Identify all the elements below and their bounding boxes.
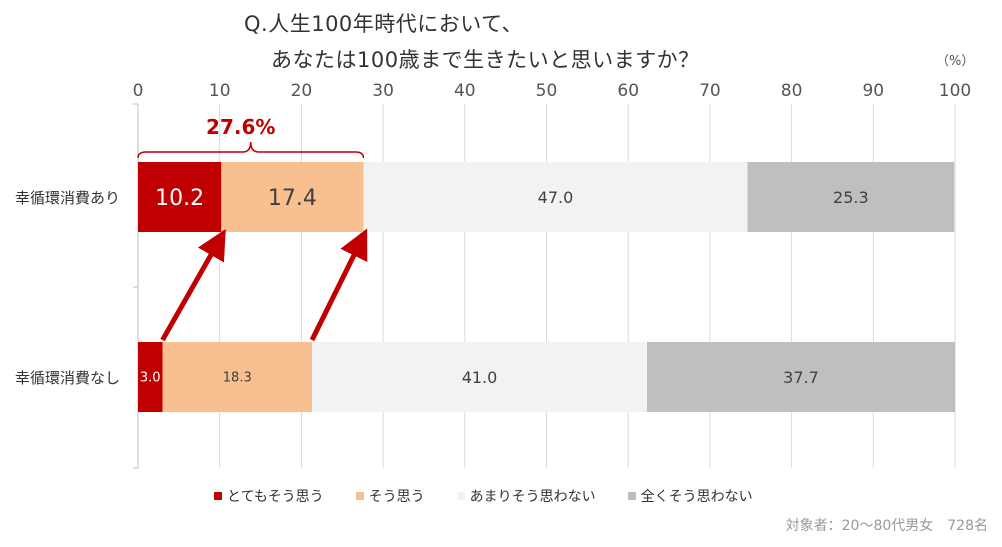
bar-not-much-row2 bbox=[312, 342, 647, 412]
legend-item-somewhat: そう思う bbox=[355, 486, 425, 506]
x-tick-label-80: 80 bbox=[781, 81, 803, 101]
legend-label-not-much: あまりそう思わない bbox=[469, 489, 596, 505]
bar-very-much-row2 bbox=[138, 342, 163, 412]
callout-label: 27.6% bbox=[206, 115, 275, 139]
data-label-somewhat-row1: 17.4 bbox=[268, 186, 317, 211]
data-label-somewhat-row2: 18.3 bbox=[223, 371, 252, 386]
legend: とてもそう思う そう思う あまりそう思わない 全くそう思わない bbox=[214, 486, 753, 506]
legend-swatch-not-at-all bbox=[627, 492, 636, 500]
x-tick-label-70: 70 bbox=[699, 81, 721, 101]
x-tick-label-60: 60 bbox=[617, 81, 639, 101]
x-tick-label-100: 100 bbox=[939, 81, 971, 101]
unit-label: （%） bbox=[936, 54, 975, 69]
data-label-not-at-all-row1: 25.3 bbox=[833, 188, 869, 207]
data-label-not-much-row2: 41.0 bbox=[462, 368, 498, 387]
legend-item-not-much: あまりそう思わない bbox=[456, 486, 596, 506]
legend-swatch-not-much bbox=[456, 492, 465, 500]
category-label-2: 幸循環消費なし bbox=[15, 369, 120, 387]
x-tick-label-20: 20 bbox=[291, 81, 313, 101]
bar-somewhat-row1 bbox=[221, 162, 364, 232]
x-tick-label-0: 0 bbox=[133, 81, 144, 101]
x-tick-label-90: 90 bbox=[862, 81, 884, 101]
legend-label-not-at-all: 全くそう思わない bbox=[640, 489, 753, 505]
arrow-somewhat bbox=[309, 228, 368, 342]
legend-swatch-somewhat bbox=[355, 492, 364, 500]
legend-label-somewhat: そう思う bbox=[368, 489, 425, 505]
x-tick-label-50: 50 bbox=[536, 81, 558, 101]
legend-item-very-much: とてもそう思う bbox=[214, 486, 324, 506]
bar-somewhat-row2 bbox=[162, 342, 313, 412]
legend-label-very-much: とてもそう思う bbox=[227, 489, 324, 505]
data-label-not-much-row1: 47.0 bbox=[538, 188, 574, 207]
legend-item-not-at-all: 全くそう思わない bbox=[627, 486, 753, 506]
legend-swatch-very-much bbox=[214, 492, 222, 500]
bar-not-at-all-row1 bbox=[747, 162, 955, 232]
x-tick-label-10: 10 bbox=[209, 81, 231, 101]
sample-note: 対象者：20～80代男女 728名 bbox=[785, 518, 988, 534]
bar-not-much-row1 bbox=[363, 162, 748, 232]
callout-bracket bbox=[137, 141, 365, 159]
data-label-very-much-row2: 3.0 bbox=[140, 371, 161, 386]
bar-not-at-all-row2 bbox=[646, 342, 955, 412]
chart-title-line1: Q.人生100年時代において、 bbox=[244, 12, 524, 36]
arrow-very-much bbox=[160, 228, 226, 342]
category-label-1: 幸循環消費あり bbox=[15, 189, 120, 207]
bar-very-much-row1 bbox=[138, 162, 222, 232]
data-label-not-at-all-row2: 37.7 bbox=[783, 368, 819, 387]
data-label-very-much-row1: 10.2 bbox=[155, 186, 204, 211]
x-tick-label-40: 40 bbox=[454, 81, 476, 101]
x-tick-label-30: 30 bbox=[372, 81, 394, 101]
chart-title-line2: あなたは100歳まで生きたいと思いますか？ bbox=[271, 48, 700, 72]
